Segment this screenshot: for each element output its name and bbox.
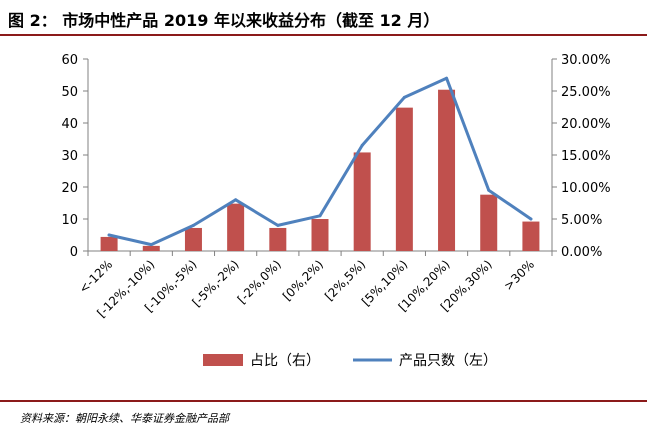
y-left-tick-label: 10: [61, 213, 78, 228]
title-rule: [0, 34, 647, 36]
y-right-tick-label: 25.00%: [561, 85, 611, 100]
bar: [480, 194, 498, 251]
chart-title: 图 2： 市场中性产品 2019 年以来收益分布（截至 12 月）: [8, 11, 440, 30]
y-left-tick-label: 30: [61, 149, 78, 164]
legend-label-bar: 占比（右）: [250, 353, 320, 369]
line-series: [107, 76, 533, 247]
axes: [83, 58, 557, 256]
line-point: [276, 223, 280, 227]
line-point: [318, 214, 322, 218]
line-point: [149, 243, 153, 247]
y-right-tick-label: 5.00%: [561, 213, 602, 228]
chart: 0 10 20 30 40 50 60 0.00% 5.00% 10.00% 15.00% 20.00…: [61, 53, 611, 369]
legend-label-line: 产品只数（左）: [399, 353, 497, 369]
line-point: [191, 223, 195, 227]
x-tick-label: [0%,2%): [280, 257, 326, 303]
bar: [438, 89, 456, 251]
y-right-tick-label: 0.00%: [561, 245, 602, 260]
y-left-tick-label: 50: [61, 85, 78, 100]
bar: [522, 221, 540, 251]
y-right-tick-label: 10.00%: [561, 181, 611, 196]
line-point: [107, 233, 111, 237]
line-point: [402, 95, 406, 99]
y-right-tick-label: 15.00%: [561, 149, 611, 164]
y-left-tick-label: 40: [61, 117, 78, 132]
y-right-tick-label: 30.00%: [561, 53, 611, 68]
bar: [353, 152, 371, 251]
bar: [269, 227, 287, 251]
bar: [311, 219, 329, 251]
footer-rule: [0, 400, 647, 402]
legend: 占比（右） 产品只数（左）: [203, 353, 497, 369]
y-right-tick-label: 20.00%: [561, 117, 611, 132]
line-point: [360, 143, 364, 147]
line-point: [487, 188, 491, 192]
bars: [100, 89, 540, 251]
x-tick-label: <-12%: [76, 257, 115, 296]
x-tick-label: [-2%,0%): [235, 257, 284, 306]
y-left-tick-label: 60: [61, 53, 78, 68]
y-left-tick-label: 0: [70, 245, 78, 260]
y-left-tick-label: 20: [61, 181, 78, 196]
bar: [227, 203, 245, 251]
source-note: 资料来源：朝阳永续、华泰证券金融产品部: [20, 412, 229, 425]
line-point: [529, 217, 533, 221]
line-point: [445, 76, 449, 80]
bar: [184, 227, 202, 251]
bar: [395, 107, 413, 251]
bar: [142, 245, 160, 251]
legend-swatch-bar: [203, 354, 243, 366]
bar: [100, 236, 118, 251]
x-tick-label: >30%: [501, 257, 537, 293]
line-point: [234, 198, 238, 202]
